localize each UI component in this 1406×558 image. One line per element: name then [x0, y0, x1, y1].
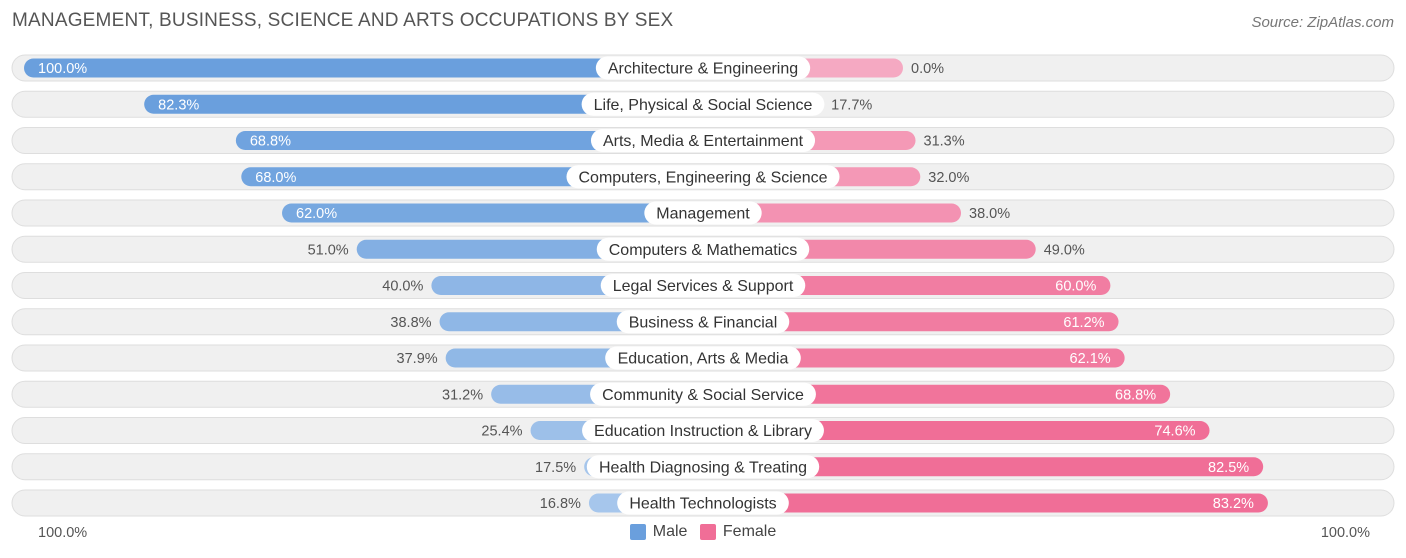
category-label-background [581, 92, 825, 116]
category-label-background [616, 310, 790, 334]
male-value-label: 51.0% [308, 242, 349, 258]
female-value-label: 17.7% [831, 97, 872, 113]
category-label: Legal Services & Support [613, 278, 794, 295]
category-label-background [586, 455, 820, 479]
category-label: Education Instruction & Library [594, 423, 812, 440]
female-value-label: 68.8% [1115, 387, 1156, 403]
male-value-label: 25.4% [481, 424, 522, 440]
category-label: Computers, Engineering & Science [578, 169, 827, 186]
female-value-label: 60.0% [1055, 279, 1096, 295]
bar-female [703, 493, 1268, 513]
category-label-background [590, 382, 816, 406]
male-value-label: 31.2% [442, 387, 483, 403]
category-label-background [590, 129, 816, 152]
male-value-label: 16.8% [540, 496, 581, 512]
legend-item-female[interactable]: Female [699, 523, 777, 541]
category-label: Computers & Mathematics [609, 242, 798, 259]
axis-right-label: 100.0% [1320, 525, 1370, 541]
male-value-label: 68.0% [255, 170, 296, 186]
bar-female [703, 203, 962, 223]
category-label: Health Diagnosing & Treating [599, 459, 807, 476]
bar-female [703, 276, 1111, 295]
male-value-label: 100.0% [38, 61, 87, 77]
bar-female [703, 421, 1210, 440]
bar-male [235, 131, 703, 150]
female-value-label: 61.2% [1063, 315, 1104, 331]
category-label-background [617, 491, 789, 515]
female-value-label: 32.0% [928, 170, 969, 186]
bar-female [703, 348, 1125, 368]
female-value-label: 49.0% [1044, 242, 1085, 258]
female-value-label: 74.6% [1154, 424, 1195, 440]
bar-male [282, 203, 703, 223]
female-value-label: 82.5% [1208, 460, 1249, 476]
bar-female [703, 312, 1119, 332]
category-label: Life, Physical & Social Science [594, 97, 813, 114]
source-label: Source: ZipAtlas.com [1251, 14, 1394, 31]
category-label: Architecture & Engineering [608, 61, 798, 78]
legend-swatch-male [629, 524, 646, 540]
bar-male [24, 58, 703, 78]
axis-left-label: 100.0% [38, 525, 88, 541]
female-value-label: 83.2% [1213, 496, 1254, 512]
legend: Male Female [0, 523, 1406, 545]
male-value-label: 62.0% [296, 206, 337, 222]
male-value-label: 82.3% [158, 97, 199, 113]
category-label-background [600, 274, 806, 297]
legend-swatch-female [699, 524, 716, 540]
category-label-background [595, 56, 811, 80]
bar-female [703, 457, 1264, 477]
male-value-label: 40.0% [382, 279, 423, 295]
category-label: Community & Social Service [602, 387, 804, 404]
male-value-label: 37.9% [397, 351, 438, 367]
category-label: Arts, Media & Entertainment [603, 133, 804, 150]
chart-title: MANAGEMENT, BUSINESS, SCIENCE AND ARTS O… [12, 10, 674, 31]
bar-female [703, 384, 1171, 404]
category-label-background [566, 165, 840, 189]
category-label: Education, Arts & Media [618, 351, 789, 368]
female-value-label: 38.0% [969, 206, 1010, 222]
category-label-background [582, 419, 824, 442]
legend-label-female: Female [722, 523, 777, 540]
female-value-label: 31.3% [924, 134, 965, 150]
category-label: Business & Financial [629, 314, 778, 331]
male-value-label: 17.5% [535, 460, 576, 476]
male-value-label: 38.8% [390, 315, 431, 331]
category-label-background [596, 237, 810, 261]
category-label-background [644, 201, 762, 225]
category-label: Management [656, 206, 750, 223]
male-value-label: 68.8% [250, 134, 291, 150]
bar-male [144, 94, 704, 114]
female-value-label: 0.0% [911, 61, 944, 77]
category-label: Health Technologists [629, 496, 776, 513]
legend-item-male[interactable]: Male [629, 523, 688, 541]
category-label-background [605, 346, 801, 370]
female-value-label: 62.1% [1070, 351, 1111, 367]
legend-label-male: Male [652, 523, 688, 540]
